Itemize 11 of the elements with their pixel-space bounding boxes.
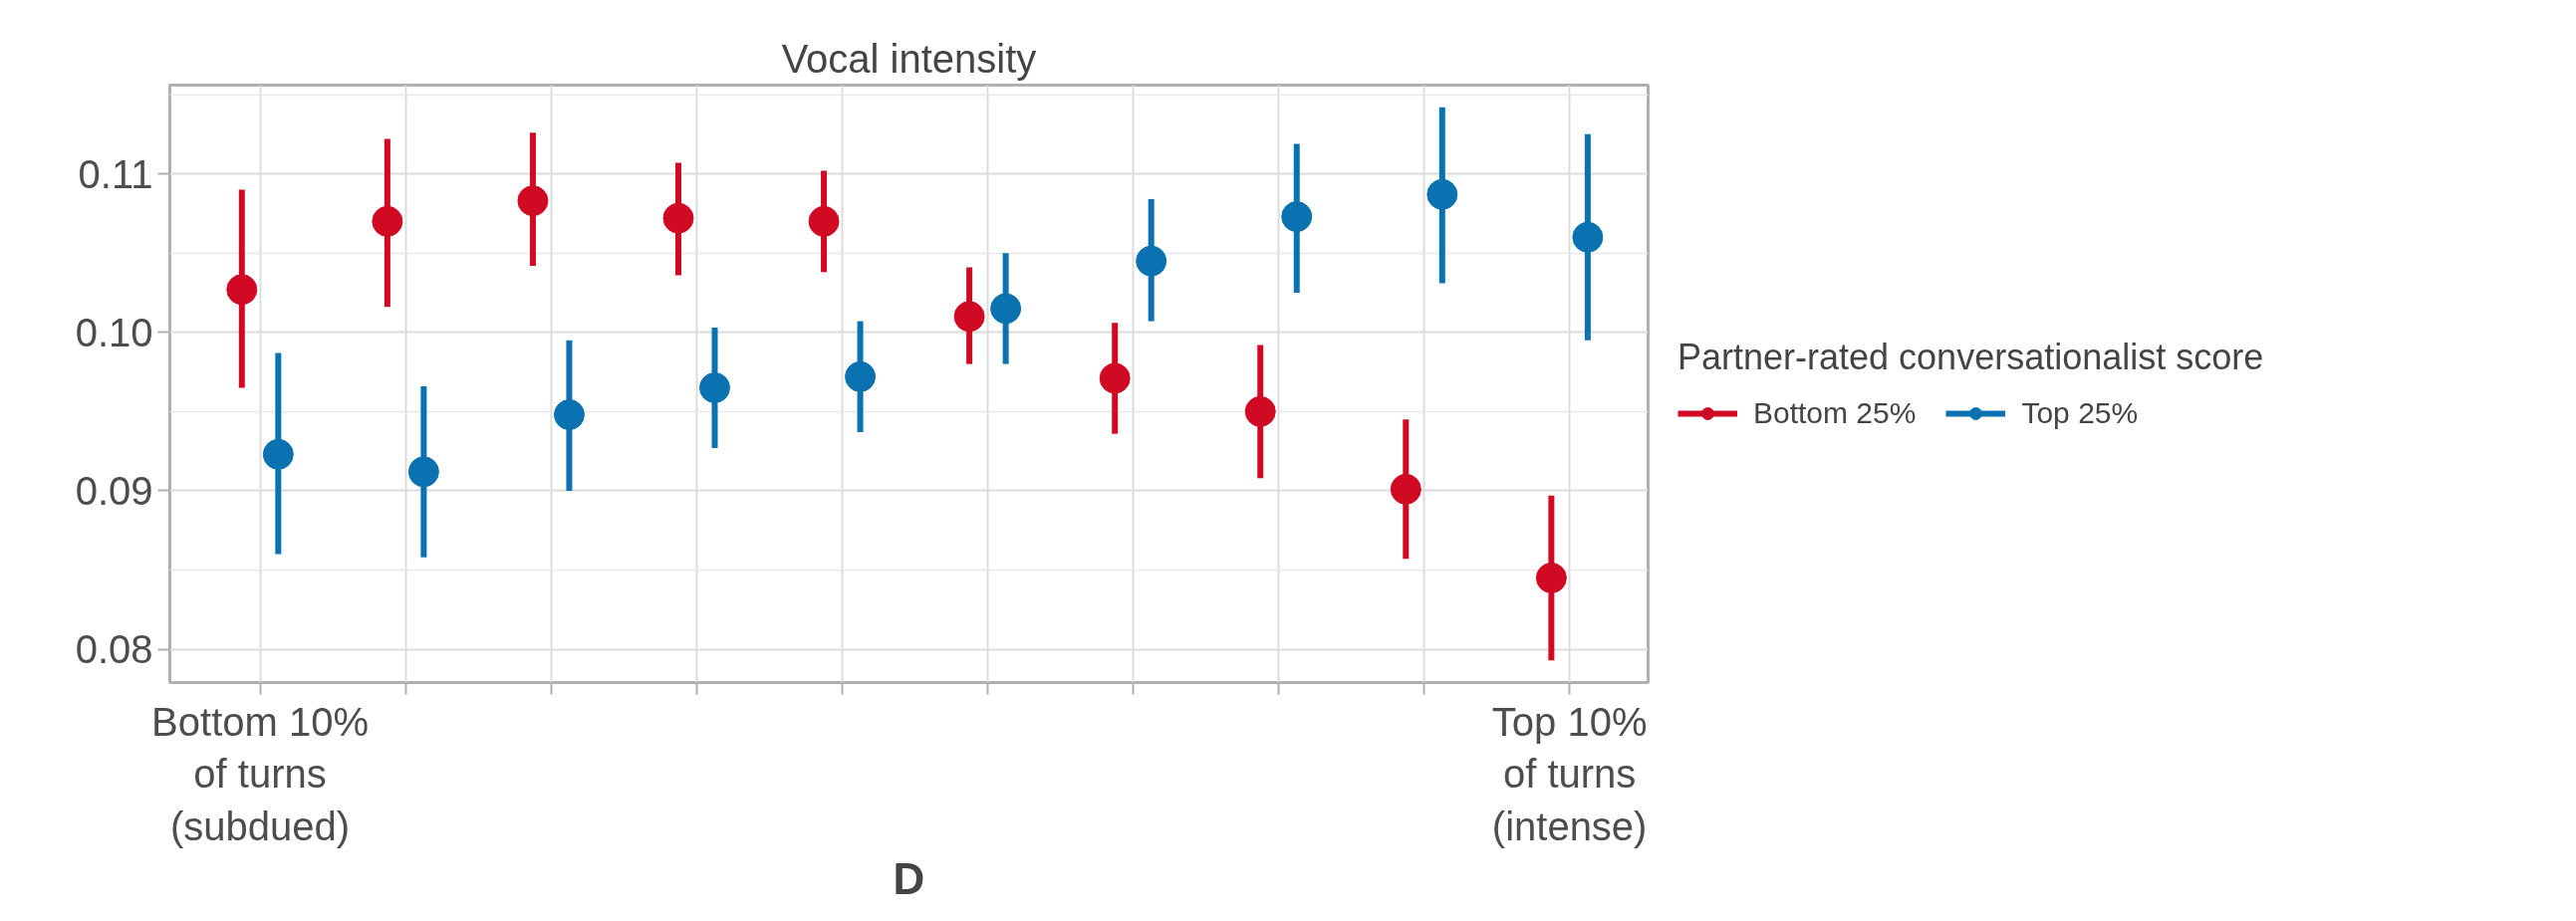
chart-title: Vocal intensity	[781, 36, 1037, 81]
text: D	[893, 853, 925, 903]
y-tick-label: 0.08	[75, 627, 153, 672]
legend-label: Top 25%	[2021, 396, 2139, 430]
y-tick-label: 0.10	[75, 310, 153, 354]
legend-label: Bottom 25%	[1753, 396, 1917, 430]
y-tick-label: 0.09	[75, 468, 153, 513]
x-tick-label: Top 10% of turns (intense)	[1491, 699, 1648, 849]
legend-title: Partner-rated conversationalist score	[1677, 337, 2264, 378]
x-tick-label: Bottom 10% of turns (subdued)	[151, 699, 369, 849]
y-tick-label: 0.11	[78, 151, 153, 196]
